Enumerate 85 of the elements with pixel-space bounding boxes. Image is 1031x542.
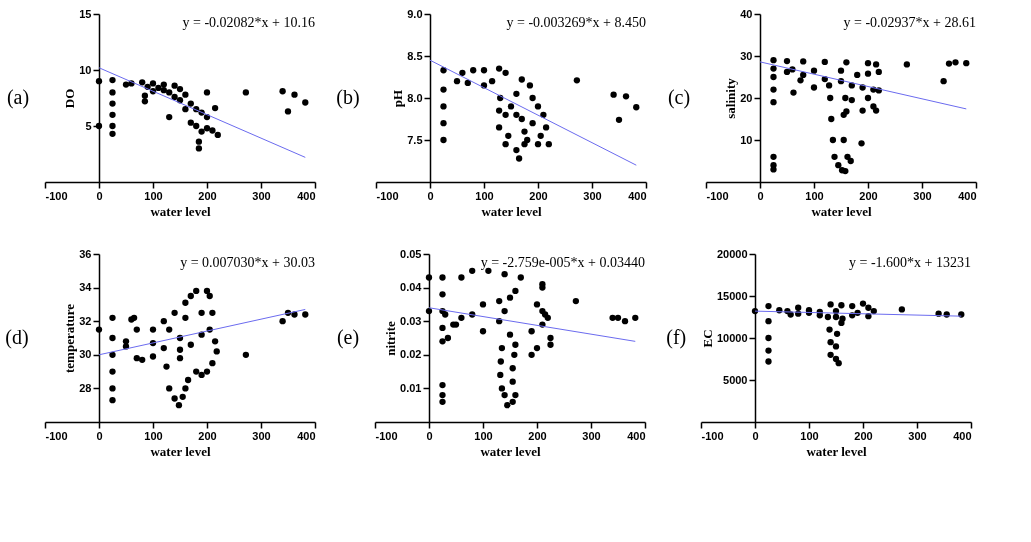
y-axis-title: pH: [390, 89, 406, 108]
y-tick-label: 8.5: [407, 49, 423, 62]
x-tick-label: 300: [582, 429, 601, 442]
x-tick-label: 400: [627, 429, 646, 442]
x-tick-label: 0: [96, 429, 103, 442]
y-tick-label: 5000: [723, 373, 748, 386]
x-tick-label: 400: [958, 189, 977, 202]
y-axis-title: nitrite: [383, 320, 399, 356]
x-tick-label: 100: [800, 429, 819, 442]
x-tick-label: 300: [252, 429, 271, 442]
y-tick-label: 10: [79, 63, 92, 76]
y-tick-label: 0.02: [400, 348, 422, 361]
y-tick-label: 10000: [716, 331, 748, 344]
text: (f): [666, 326, 687, 349]
x-tick-label: 100: [144, 189, 163, 202]
x-tick-label: 200: [198, 429, 217, 442]
x-tick-label: 0: [757, 189, 764, 202]
y-tick-label: 36: [79, 247, 92, 260]
text: (e): [336, 326, 360, 349]
x-tick-label: 0: [427, 189, 434, 202]
x-tick-label: -100: [45, 189, 68, 202]
y-tick-label: 9.0: [407, 7, 423, 20]
y-tick-label: 0.03: [400, 314, 422, 327]
x-axis-title: water level: [150, 203, 211, 219]
text: (a): [6, 86, 30, 109]
x-axis-title: water level: [806, 443, 867, 459]
y-tick-label: 5: [85, 119, 92, 132]
y-tick-label: 28: [79, 381, 92, 394]
x-tick-label: 400: [953, 429, 972, 442]
y-tick-label: 0.05: [400, 247, 422, 260]
annotation: y = -0.02937*x + 28.61: [843, 15, 976, 30]
y-tick-label: 15000: [716, 289, 748, 302]
x-axis-title: water level: [150, 443, 211, 459]
y-tick-label: 10: [740, 133, 753, 146]
y-axis-title: salinity: [723, 77, 739, 119]
x-tick-label: 200: [854, 429, 873, 442]
annotation: y = -1.600*x + 13231: [849, 255, 971, 270]
x-tick-label: 0: [96, 189, 103, 202]
annotation: y = -0.003269*x + 8.450: [506, 15, 646, 30]
y-tick-label: 20: [740, 91, 753, 104]
x-tick-label: 200: [528, 429, 547, 442]
x-axis-title: water level: [811, 203, 872, 219]
y-tick-label: 30: [79, 348, 92, 361]
x-tick-label: -100: [45, 429, 68, 442]
y-tick-label: 32: [79, 314, 92, 327]
text: (c): [667, 86, 691, 109]
y-tick-label: 8.0: [407, 91, 423, 104]
y-tick-label: 34: [79, 281, 93, 294]
x-tick-label: 300: [913, 189, 932, 202]
text: (b): [336, 86, 360, 109]
x-tick-label: -100: [375, 429, 398, 442]
text: (d): [5, 326, 29, 349]
y-tick-label: 0.04: [400, 281, 423, 294]
y-axis-title: EC: [699, 329, 715, 348]
x-tick-label: 400: [628, 189, 647, 202]
x-tick-label: -100: [706, 189, 729, 202]
y-tick-label: 40: [740, 7, 753, 20]
annotation: y = 0.007030*x + 30.03: [180, 255, 315, 270]
y-tick-label: 7.5: [407, 133, 423, 146]
x-axis-title: water level: [481, 203, 542, 219]
annotation: y = -2.759e-005*x + 0.03440: [480, 255, 645, 270]
x-tick-label: 400: [297, 429, 316, 442]
y-tick-label: 30: [740, 49, 753, 62]
y-axis-title: DO: [62, 88, 78, 109]
x-tick-label: 100: [144, 429, 163, 442]
x-tick-label: 0: [752, 429, 759, 442]
x-tick-label: 300: [908, 429, 927, 442]
x-tick-label: 0: [426, 429, 433, 442]
x-tick-label: 200: [859, 189, 878, 202]
y-tick-label: 15: [79, 7, 92, 20]
y-axis-title: temperature: [62, 303, 78, 374]
y-tick-label: 0.01: [400, 381, 422, 394]
x-tick-label: -100: [701, 429, 724, 442]
x-tick-label: 100: [805, 189, 824, 202]
x-tick-label: 300: [583, 189, 602, 202]
x-tick-label: 100: [474, 429, 493, 442]
x-tick-label: 200: [529, 189, 548, 202]
x-tick-label: 300: [252, 189, 271, 202]
x-tick-label: 100: [475, 189, 494, 202]
x-axis-title: water level: [480, 443, 541, 459]
x-tick-label: 200: [198, 189, 217, 202]
annotation: y = -0.02082*x + 10.16: [182, 15, 315, 30]
x-tick-label: 400: [297, 189, 316, 202]
x-tick-label: -100: [376, 189, 399, 202]
y-tick-label: 20000: [716, 247, 748, 260]
